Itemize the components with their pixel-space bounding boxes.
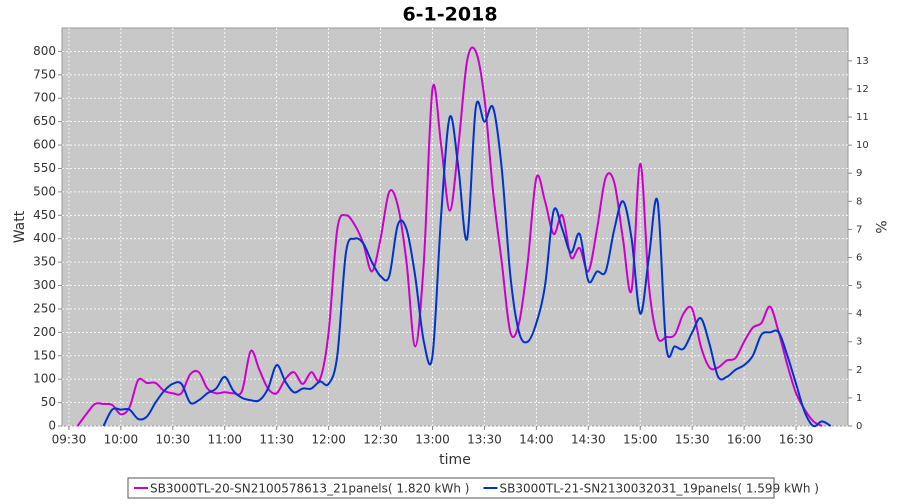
y-tick-label: 250 [33, 301, 56, 315]
x-tick-label: 09:30 [52, 433, 87, 447]
x-tick-label: 14:30 [571, 433, 606, 447]
y-tick-label: 600 [33, 138, 56, 152]
x-tick-label: 16:00 [727, 433, 762, 447]
x-tick-label: 15:00 [623, 433, 658, 447]
y-tick-label: 500 [33, 184, 56, 198]
y2-tick-label: 4 [856, 309, 862, 320]
x-tick-label: 12:30 [363, 433, 398, 447]
x-axis-label: time [439, 452, 471, 468]
y-tick-label: 150 [33, 348, 56, 362]
y2-tick-label: 9 [856, 168, 862, 179]
x-tick-label: 11:30 [259, 433, 294, 447]
x-tick-label: 11:00 [207, 433, 242, 447]
x-tick-label: 10:00 [104, 433, 139, 447]
y2-tick-label: 1 [856, 393, 862, 404]
series-line [76, 46, 823, 427]
y-tick-label: 700 [33, 91, 56, 105]
y-tick-label: 550 [33, 161, 56, 175]
y2-tick-label: 6 [856, 252, 862, 263]
legend [127, 477, 775, 499]
x-tick-label: 13:30 [467, 433, 502, 447]
series-line [102, 100, 832, 428]
y-tick-label: 400 [33, 231, 56, 245]
y-tick-label: 800 [33, 44, 56, 58]
x-tick-label: 14:00 [519, 433, 554, 447]
x-tick-label: 16:30 [779, 433, 814, 447]
legend-label: SB3000TL-20-SN2100578613_21panels( 1.820… [150, 482, 469, 496]
y-tick-label: 50 [41, 395, 56, 409]
y2-tick-label: 12 [856, 84, 869, 95]
legend-label: SB3000TL-21-SN2130032031_19panels( 1.599… [499, 482, 818, 496]
y2-tick-label: 2 [856, 365, 862, 376]
y2-tick-label: 0 [856, 421, 862, 432]
y-tick-label: 350 [33, 255, 56, 269]
plot-area [61, 27, 849, 427]
y2-tick-label: 11 [856, 112, 869, 123]
x-tick-label: 10:30 [156, 433, 191, 447]
y-tick-label: 300 [33, 278, 56, 292]
y-axis-label: Watt [12, 210, 28, 243]
y2-tick-label: 3 [856, 337, 862, 348]
y-tick-label: 650 [33, 114, 56, 128]
x-tick-label: 12:00 [311, 433, 346, 447]
y-tick-label: 750 [33, 67, 56, 81]
y2-tick-label: 13 [856, 56, 869, 67]
chart-title: 6-1-2018 [402, 4, 497, 26]
y-tick-label: 450 [33, 208, 56, 222]
x-tick-label: 15:30 [675, 433, 710, 447]
y2-axis-label: % [872, 220, 888, 233]
y2-tick-label: 5 [856, 281, 862, 292]
y-tick-label: 0 [48, 419, 56, 433]
y-tick-label: 200 [33, 325, 56, 339]
y-tick-label: 100 [33, 372, 56, 386]
y2-tick-label: 10 [856, 140, 869, 151]
y2-tick-label: 8 [856, 196, 862, 207]
x-tick-label: 13:00 [415, 433, 450, 447]
y2-tick-label: 7 [856, 224, 862, 235]
